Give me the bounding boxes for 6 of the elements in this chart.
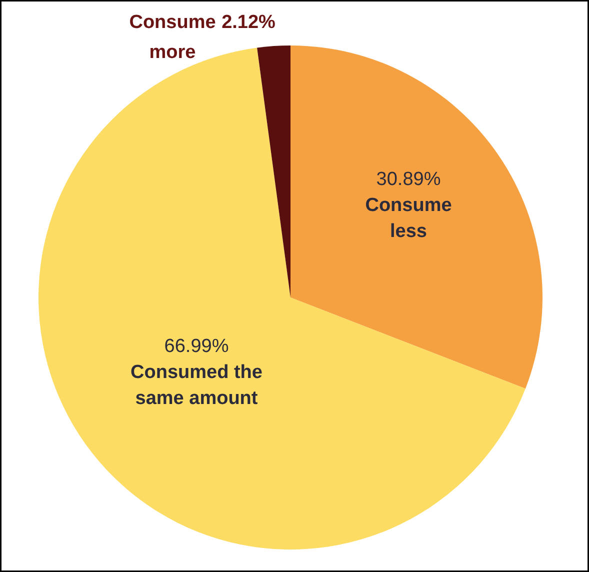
data-label: 30.89% xyxy=(376,169,441,190)
slice-label: Consume less xyxy=(365,195,452,242)
data-label: 2.12% xyxy=(222,12,276,33)
slice-label: Consumed the same amount xyxy=(130,362,262,409)
slice-label: Consume more xyxy=(129,12,216,63)
data-label: 66.99% xyxy=(164,336,229,357)
